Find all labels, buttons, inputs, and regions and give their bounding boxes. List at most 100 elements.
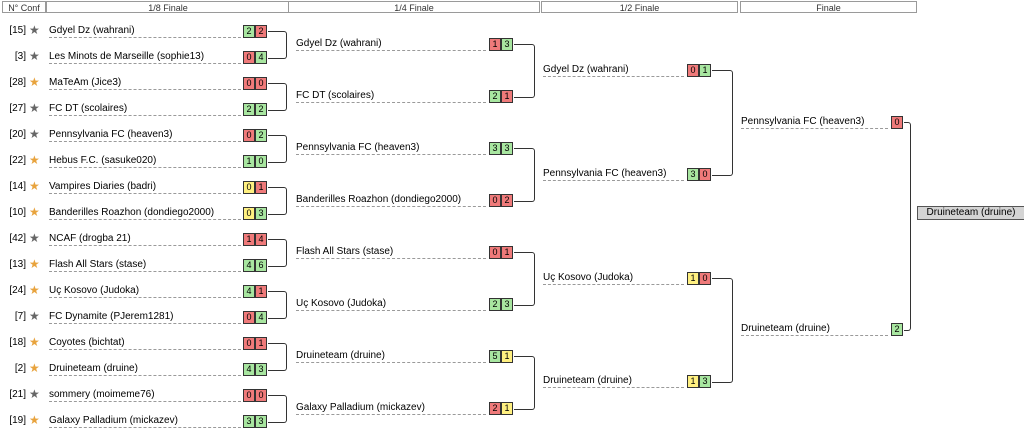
team-name: Gdyel Dz (wahrani) <box>49 25 241 38</box>
column-header-1: 1/8 Finale <box>46 1 290 13</box>
score-2: 3 <box>255 363 267 376</box>
bracket-connector <box>712 70 733 176</box>
seed-label: [22] <box>9 155 26 166</box>
score-2: 2 <box>255 25 267 38</box>
team-name: Hebus F.C. (sasuke020) <box>49 155 241 168</box>
team-name: Uç Kosovo (Judoka) <box>296 298 486 311</box>
score-1: 0 <box>243 311 255 324</box>
score-1: 4 <box>243 259 255 272</box>
team-name: Druineteam (druine) <box>741 323 888 336</box>
seed-label: [42] <box>9 233 26 244</box>
seed-label: [15] <box>9 25 26 36</box>
score-1: 0 <box>243 181 255 194</box>
score-1: 0 <box>489 194 501 207</box>
bracket-connector <box>904 122 911 331</box>
bracket-connector <box>268 239 287 267</box>
column-header-3: 1/2 Finale <box>541 1 738 13</box>
score-1: 0 <box>243 129 255 142</box>
seed-label: [10] <box>9 207 26 218</box>
gold-star-icon: ★ <box>29 179 40 193</box>
column-header-4: Finale <box>740 1 917 13</box>
seed-label: [24] <box>9 285 26 296</box>
team-name: Banderilles Roazhon (dondiego2000) <box>296 194 486 207</box>
score-1: 2 <box>243 103 255 116</box>
score-2: 2 <box>255 129 267 142</box>
bracket-connector <box>268 291 287 319</box>
gray-star-icon: ★ <box>29 231 40 245</box>
score-2: 1 <box>501 402 513 415</box>
score-2: 3 <box>501 38 513 51</box>
score-2: 2 <box>501 194 513 207</box>
score-1: 3 <box>687 168 699 181</box>
score-1: 2 <box>489 402 501 415</box>
bracket-connector <box>268 83 287 111</box>
seed-label: [13] <box>9 259 26 270</box>
score-1: 5 <box>489 350 501 363</box>
team-name: Uç Kosovo (Judoka) <box>49 285 241 298</box>
bracket-connector <box>268 395 287 423</box>
team-name: FC Dynamite (PJerem1281) <box>49 311 241 324</box>
score-1: 4 <box>243 285 255 298</box>
score-2: 4 <box>255 311 267 324</box>
seed-label: [18] <box>9 337 26 348</box>
bracket-connector <box>268 343 287 371</box>
bracket-connector <box>712 278 733 383</box>
bracket-connector <box>268 31 287 59</box>
team-name: Les Minots de Marseille (sophie13) <box>49 51 241 64</box>
score-1: 0 <box>243 337 255 350</box>
team-name: Vampires Diaries (badri) <box>49 181 241 194</box>
gold-star-icon: ★ <box>29 153 40 167</box>
team-name: Coyotes (bichtat) <box>49 337 241 350</box>
score-1: 4 <box>243 363 255 376</box>
team-name: Gdyel Dz (wahrani) <box>543 64 684 77</box>
score-1: 0 <box>243 207 255 220</box>
score-2: 4 <box>255 51 267 64</box>
team-name: MaTeAm (Jice3) <box>49 77 241 90</box>
bracket-connector <box>514 44 535 98</box>
gray-star-icon: ★ <box>29 387 40 401</box>
score-2: 0 <box>255 77 267 90</box>
score-1: 2 <box>891 323 903 336</box>
seed-label: [28] <box>9 77 26 88</box>
seed-label: [2] <box>14 363 26 374</box>
score-2: 1 <box>501 246 513 259</box>
team-name: Pennsylvania FC (heaven3) <box>741 116 888 129</box>
team-name: Pennsylvania FC (heaven3) <box>543 168 684 181</box>
score-1: 3 <box>489 142 501 155</box>
score-1: 3 <box>243 415 255 428</box>
team-name: Uç Kosovo (Judoka) <box>543 272 684 285</box>
score-1: 1 <box>687 272 699 285</box>
score-2: 4 <box>255 233 267 246</box>
score-2: 2 <box>255 103 267 116</box>
column-header-0: N° Conf <box>2 1 46 13</box>
gray-star-icon: ★ <box>29 101 40 115</box>
team-name: sommery (moimeme76) <box>49 389 241 402</box>
score-2: 3 <box>501 298 513 311</box>
score-1: 0 <box>489 246 501 259</box>
score-2: 1 <box>501 90 513 103</box>
score-1: 0 <box>243 77 255 90</box>
score-2: 1 <box>699 64 711 77</box>
champion-box: Druineteam (druine) <box>917 206 1024 220</box>
score-2: 1 <box>255 181 267 194</box>
gold-star-icon: ★ <box>29 257 40 271</box>
score-2: 0 <box>255 389 267 402</box>
team-name: Pennsylvania FC (heaven3) <box>49 129 241 142</box>
gold-star-icon: ★ <box>29 75 40 89</box>
seed-label: [14] <box>9 181 26 192</box>
score-1: 0 <box>687 64 699 77</box>
team-name: Druineteam (druine) <box>296 350 486 363</box>
gray-star-icon: ★ <box>29 23 40 37</box>
gold-star-icon: ★ <box>29 413 40 427</box>
score-2: 3 <box>699 375 711 388</box>
bracket-connector <box>514 252 535 306</box>
team-name: Galaxy Palladium (mickazev) <box>296 402 486 415</box>
seed-label: [20] <box>9 129 26 140</box>
score-2: 0 <box>699 272 711 285</box>
gold-star-icon: ★ <box>29 283 40 297</box>
gray-star-icon: ★ <box>29 127 40 141</box>
score-2: 0 <box>699 168 711 181</box>
score-1: 2 <box>489 90 501 103</box>
score-1: 0 <box>243 389 255 402</box>
score-2: 1 <box>255 285 267 298</box>
